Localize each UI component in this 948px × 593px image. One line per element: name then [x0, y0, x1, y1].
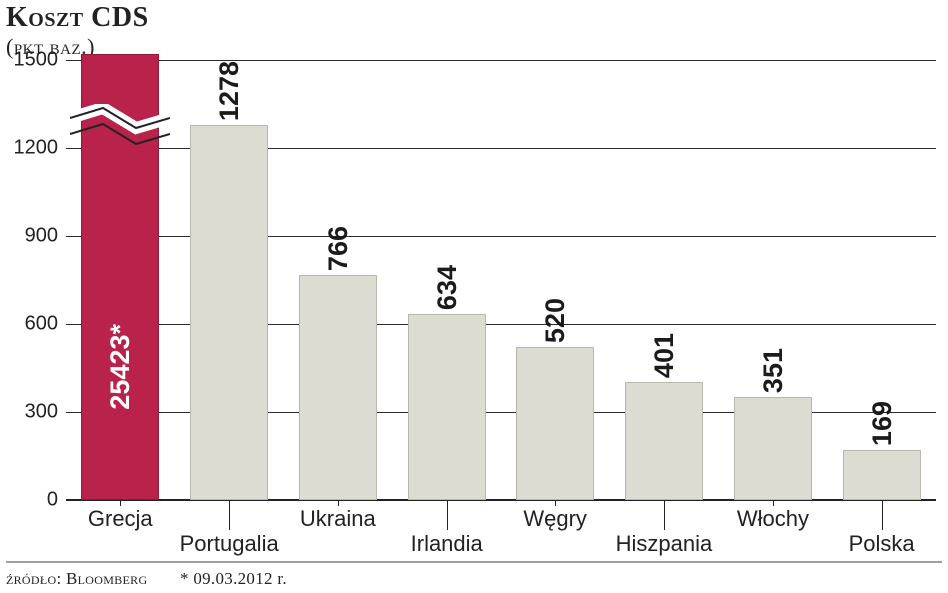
gridline — [66, 60, 936, 61]
x-tick — [447, 500, 448, 530]
chart-area: 03006009001200150025423*1278766634520401… — [66, 60, 936, 500]
bar — [408, 314, 486, 500]
bar-value-label: 766 — [323, 226, 354, 271]
x-axis-label: Ukraina — [300, 506, 376, 532]
x-axis-label: Portugalia — [180, 531, 279, 557]
bar-value-label: 634 — [432, 265, 463, 310]
axis-break-icon — [70, 104, 170, 154]
bar — [843, 450, 921, 500]
x-axis-labels: Grecja Portugalia Ukraina Irlandia Węgry Hisz… — [66, 502, 936, 562]
x-axis-label: Węgry — [523, 506, 587, 532]
bar — [734, 397, 812, 500]
y-tick-label: 1500 — [2, 49, 58, 72]
x-axis-label: Hiszpania — [616, 531, 713, 557]
x-axis-label: Irlandia — [411, 531, 483, 557]
bar — [516, 347, 594, 500]
bar-value-label: 520 — [540, 298, 571, 343]
bar — [625, 382, 703, 500]
bar-value-label: 1278 — [214, 61, 245, 121]
bar-value-label: 25423* — [105, 324, 136, 410]
bar — [299, 275, 377, 500]
y-tick-label: 300 — [2, 401, 58, 424]
y-tick-label: 900 — [2, 225, 58, 248]
source-label: źródło: Bloomberg — [6, 569, 147, 589]
bar-value-label: 169 — [867, 401, 898, 446]
plot-area: 03006009001200150025423*1278766634520401… — [66, 60, 936, 500]
chart-footer: źródło: Bloomberg * 09.03.2012 r. — [6, 561, 942, 589]
chart-title: Koszt CDS — [6, 2, 149, 34]
bar-value-label: 401 — [649, 333, 680, 378]
x-axis-label: Grecja — [88, 506, 153, 532]
x-axis-label: Polska — [849, 531, 915, 557]
x-axis-label: Włochy — [737, 506, 809, 532]
x-tick — [229, 500, 230, 530]
y-tick-label: 600 — [2, 313, 58, 336]
y-tick-label: 1200 — [2, 137, 58, 160]
bar-value-label: 351 — [758, 348, 789, 393]
footnote: * 09.03.2012 r. — [180, 569, 287, 589]
x-tick — [664, 500, 665, 530]
y-tick-label: 0 — [2, 489, 58, 512]
chart-container: Koszt CDS (pkt baz.) 0300600900120015002… — [0, 0, 948, 593]
bar — [190, 125, 268, 500]
x-tick — [882, 500, 883, 530]
